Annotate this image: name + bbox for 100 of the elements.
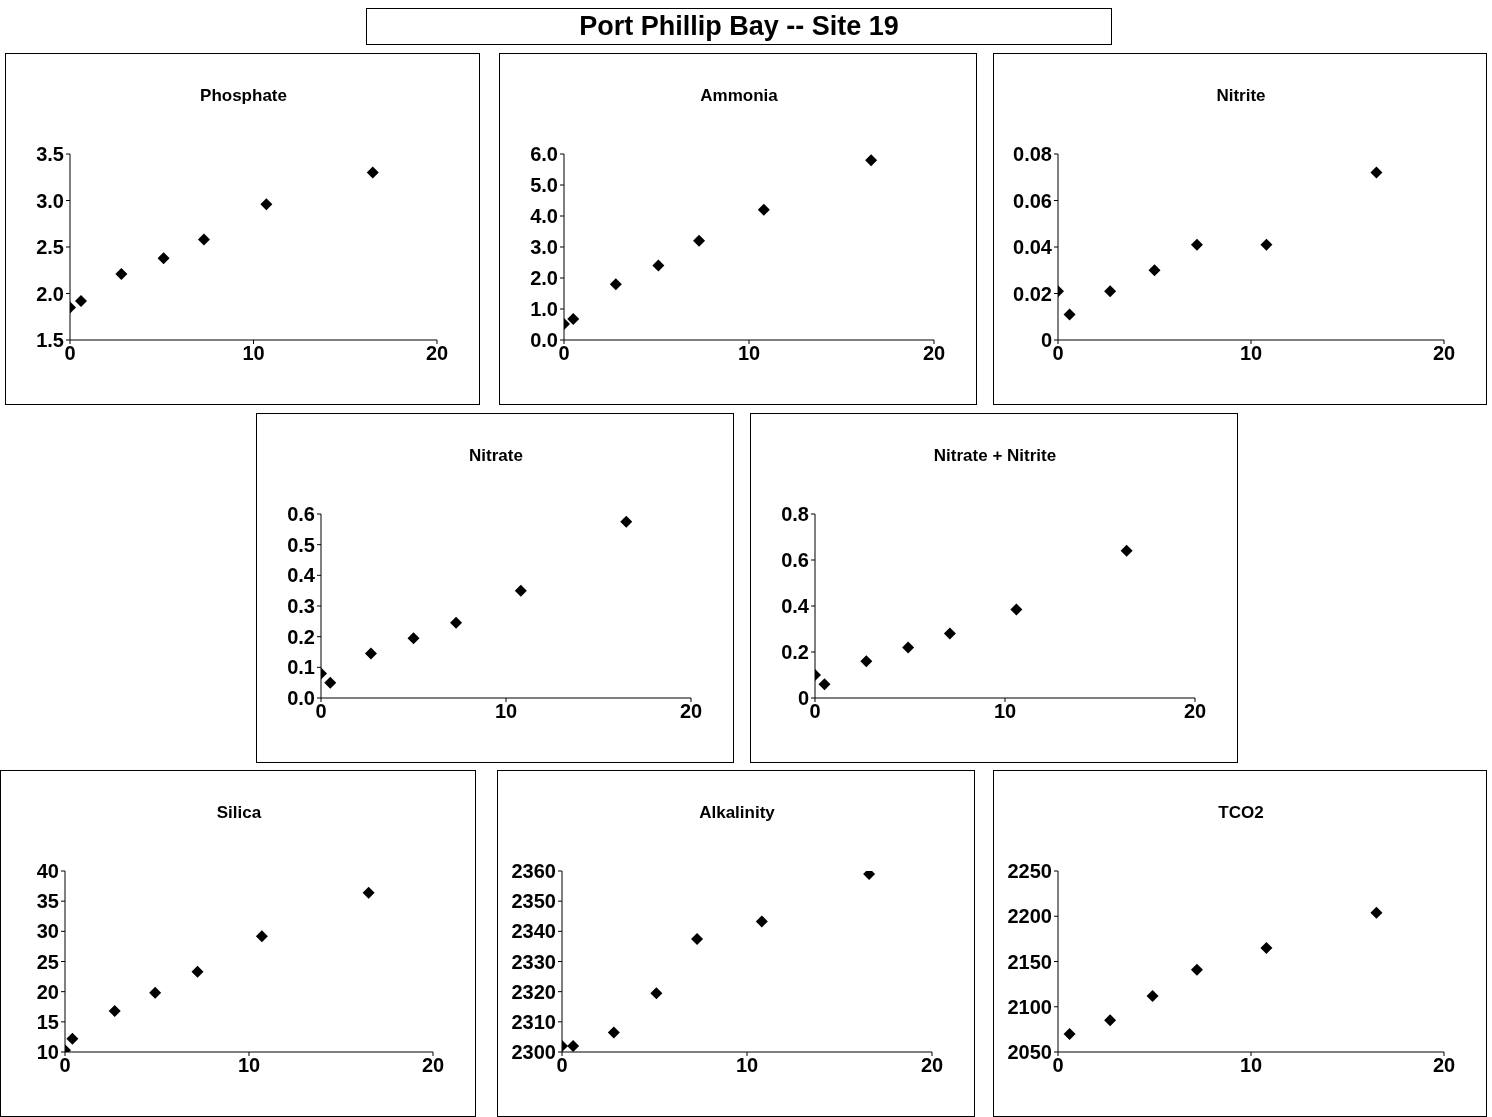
x-tick-label: 20 — [1432, 1054, 1456, 1077]
point — [1010, 603, 1023, 616]
point — [157, 252, 170, 265]
y-tick-label: 0.1 — [287, 656, 315, 679]
x-tick-label: 20 — [1183, 700, 1207, 723]
y-tick-label: 2.0 — [36, 282, 64, 305]
point — [75, 294, 88, 307]
y-tick-label: 2360 — [511, 860, 556, 883]
x-tick-label: 10 — [1239, 1054, 1263, 1077]
chart-title: Nitrate — [468, 446, 524, 466]
chart-title: Alkalinity — [698, 803, 776, 823]
y-tick-label: 4.0 — [530, 205, 558, 228]
y-tick-label: 0.5 — [287, 533, 315, 556]
y-tick-label: 2050 — [1007, 1041, 1052, 1064]
x-tick-label: 20 — [1432, 342, 1456, 365]
point — [66, 1032, 79, 1045]
point — [1370, 166, 1383, 179]
x-tick-label: 20 — [922, 342, 946, 365]
chart-title: Phosphate — [199, 86, 288, 106]
chart-title: TCO2 — [1217, 803, 1265, 823]
x-tick-label: 10 — [737, 342, 761, 365]
point — [860, 655, 873, 668]
point — [567, 312, 580, 325]
y-tick-label: 6.0 — [530, 143, 558, 166]
point — [514, 584, 527, 597]
y-tick-label: 2300 — [511, 1041, 556, 1064]
y-tick-label: 0.6 — [287, 503, 315, 526]
y-tick-label: 2100 — [1007, 995, 1052, 1018]
point — [197, 233, 210, 246]
point — [620, 515, 633, 528]
y-tick-label: 0.0 — [530, 329, 558, 352]
point — [757, 203, 770, 216]
chart-title: Silica — [215, 803, 263, 823]
point — [818, 678, 831, 691]
point — [1190, 238, 1203, 251]
y-tick-label: 2.5 — [36, 236, 64, 259]
y-tick-label: 0.2 — [781, 641, 809, 664]
x-tick-label: 10 — [993, 700, 1017, 723]
x-tick-label: 10 — [237, 1054, 261, 1077]
point — [149, 986, 162, 999]
point — [407, 632, 420, 645]
x-tick-label: 20 — [425, 342, 449, 365]
y-tick-label: 0.0 — [287, 687, 315, 710]
y-tick-label: 2150 — [1007, 950, 1052, 973]
x-tick-label: 20 — [421, 1054, 445, 1077]
y-tick-label: 0.3 — [287, 595, 315, 618]
point — [450, 616, 463, 629]
point — [324, 676, 337, 689]
point — [1260, 238, 1273, 251]
point — [1104, 1014, 1117, 1027]
y-tick-label: 2.0 — [530, 267, 558, 290]
x-tick-label: 10 — [494, 700, 518, 723]
point — [691, 932, 704, 945]
point — [693, 234, 706, 247]
point — [652, 259, 665, 272]
chart-title: Nitrate + Nitrite — [932, 446, 1058, 466]
x-tick-label: 10 — [735, 1054, 759, 1077]
y-tick-label: 0.2 — [287, 625, 315, 648]
y-tick-label: 0.06 — [1013, 189, 1052, 212]
y-tick-label: 0.6 — [781, 549, 809, 572]
y-tick-label: 3.0 — [36, 189, 64, 212]
y-tick-label: 0.08 — [1013, 143, 1052, 166]
point — [115, 267, 128, 280]
point — [366, 166, 379, 179]
point — [650, 987, 663, 1000]
y-tick-label: 0.8 — [781, 503, 809, 526]
text: Port Phillip Bay -- Site 19 — [366, 8, 1112, 45]
y-tick-label: 0.4 — [287, 564, 316, 587]
point — [1190, 963, 1203, 976]
chart-title: Nitrite — [1215, 86, 1267, 106]
y-tick-label: 2330 — [511, 950, 556, 973]
y-tick-label: 3.0 — [530, 236, 558, 259]
point — [1146, 989, 1159, 1002]
chart-title: Ammonia — [699, 86, 779, 106]
point — [255, 930, 268, 943]
point — [1148, 264, 1161, 277]
point — [191, 965, 204, 978]
point — [902, 641, 915, 654]
y-tick-label: 2320 — [511, 980, 556, 1003]
y-tick-label: 25 — [36, 950, 59, 973]
point — [1260, 941, 1273, 954]
point — [260, 198, 273, 211]
y-tick-label: 0.02 — [1013, 282, 1052, 305]
y-tick-label: 40 — [36, 860, 59, 883]
point — [1063, 308, 1076, 321]
point — [1104, 285, 1117, 298]
point — [1063, 1027, 1076, 1040]
point — [567, 1039, 580, 1052]
y-tick-label: 3.5 — [36, 143, 64, 166]
y-tick-label: 35 — [36, 890, 59, 913]
x-tick-label: 20 — [679, 700, 703, 723]
point — [607, 1026, 620, 1039]
y-tick-label: 1.5 — [36, 329, 64, 352]
point — [108, 1004, 121, 1017]
y-tick-label: 0.04 — [1013, 236, 1053, 259]
point — [364, 647, 377, 660]
y-tick-label: 2340 — [511, 920, 556, 943]
y-tick-label: 2200 — [1007, 905, 1052, 928]
point — [1370, 906, 1383, 919]
point — [609, 278, 622, 291]
